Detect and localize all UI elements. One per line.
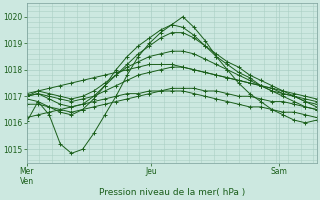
X-axis label: Pression niveau de la mer( hPa ): Pression niveau de la mer( hPa ) [99, 188, 245, 197]
